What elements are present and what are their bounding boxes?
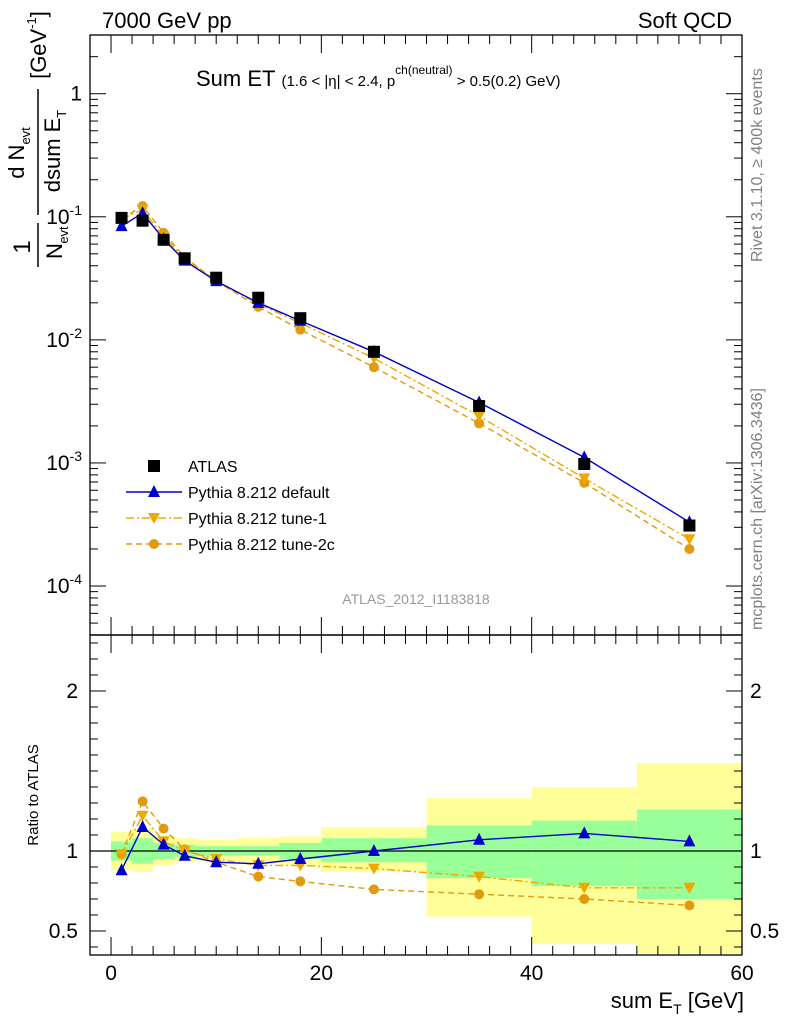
svg-text:d Nevt: d Nevt — [4, 127, 33, 179]
plot-title-main: Sum ET — [196, 66, 275, 91]
main-data-point — [252, 291, 265, 304]
x-tick-label: 20 — [310, 962, 333, 985]
main-y-tick-label: 10-2 — [46, 325, 82, 352]
main-y-tick-label: 10-1 — [46, 202, 82, 229]
main-data-point — [368, 362, 379, 373]
rivet-version-label: Rivet 3.1.10, ≥ 400k events — [749, 68, 766, 262]
main-y-tick-label: 10-3 — [46, 448, 82, 475]
main-panel: 1 10-1 10-2 10-3 10-4 — [46, 34, 743, 636]
legend-label: Pythia 8.212 tune-1 — [188, 511, 327, 528]
ratio-y-tick-label-right: 0.5 — [750, 920, 779, 943]
legend-label: ATLAS — [188, 459, 238, 476]
mcplots-label: mcplots.cern.ch [arXiv:1306.3436] — [749, 388, 766, 630]
x-tick-label: 0 — [105, 962, 117, 985]
legend-label: Pythia 8.212 tune-2c — [188, 537, 335, 554]
legend-marker — [148, 513, 160, 524]
ratio-data-point — [578, 826, 591, 839]
main-data-point — [473, 411, 486, 423]
ratio-data-point — [579, 894, 590, 904]
ratio-data-point — [210, 855, 223, 868]
ratio-data-point — [115, 849, 128, 861]
main-data-point — [683, 519, 696, 532]
ratio-data-point — [368, 884, 379, 895]
header-category-label: Soft QCD — [638, 8, 732, 33]
plot-title: Sum ET (1.6 < |η| < 2.4, pch(neutral) > 0… — [196, 63, 561, 91]
main-y-tick-label: 1 — [70, 83, 82, 106]
ratio-frame — [89, 634, 743, 956]
ratio-data-point — [473, 871, 486, 883]
x-tick-label: 40 — [520, 962, 543, 985]
ratio-y-tick-label: 2 — [66, 680, 78, 703]
main-data-point — [578, 458, 591, 471]
plot-title-cond-a: (1.6 < |η| < 2.4, p — [281, 73, 395, 90]
main-data-point — [115, 211, 128, 224]
main-y-tick-label: 10-4 — [46, 571, 82, 598]
ratio-data-point — [158, 823, 169, 834]
main-data-point — [367, 345, 380, 358]
plot-title-cond-b: > 0.5(0.2) GeV) — [453, 73, 561, 90]
ratio-panel: 0 20 40 60 0.5 0.5 1 1 2 2 — [49, 35, 779, 985]
ratio-y-tick-label: 0.5 — [49, 920, 78, 943]
x-tick-label: 60 — [730, 962, 753, 985]
svg-text:[GeV-1]: [GeV-1] — [24, 11, 51, 79]
svg-text:dsum ET: dsum ET — [40, 110, 69, 193]
ratio-data-point — [157, 837, 170, 850]
legend: ATLAS Pythia 8.212 default Pythia 8.212 tu… — [126, 459, 335, 554]
legend-label: Pythia 8.212 default — [188, 485, 330, 502]
ratio-data-point — [473, 832, 486, 845]
ratio-data-point — [367, 863, 380, 875]
main-data-point — [684, 543, 695, 554]
ratio-data-point — [253, 871, 264, 882]
ratio-data-point — [115, 863, 128, 876]
ratio-series-line — [120, 814, 690, 889]
main-y-axis-label: 1 N evt d Nevt dsum ET [GeV-1] — [4, 11, 71, 267]
main-data-point — [115, 219, 128, 232]
ratio-data-point — [578, 882, 591, 894]
legend-marker — [149, 539, 159, 549]
ratio-y-tick-label-right: 1 — [750, 840, 762, 863]
main-data-point — [473, 400, 486, 413]
x-axis-label: sum ET [GeV] — [611, 988, 744, 1017]
main-data-point — [295, 324, 306, 335]
ratio-data-point — [137, 796, 148, 807]
ratio-data-point — [136, 820, 149, 832]
analysis-id-label: ATLAS_2012_I1183818 — [342, 591, 490, 607]
main-data-point — [474, 418, 485, 429]
ratio-y-tick-label: 1 — [66, 840, 78, 863]
main-data-point — [210, 271, 223, 284]
ratio-data-point — [683, 834, 696, 847]
main-data-point — [136, 214, 149, 227]
ratio-data-point — [178, 848, 191, 861]
ratio-data-point — [294, 852, 307, 864]
svg-text:N: N — [42, 243, 67, 259]
legend-marker — [148, 460, 160, 472]
ratio-y-axis-label: Ratio to ATLAS — [25, 744, 42, 845]
ratio-data-point — [252, 856, 265, 869]
legend-marker — [148, 485, 160, 497]
ratio-data-point — [683, 882, 696, 894]
ratio-data-point — [295, 876, 306, 887]
svg-text:1: 1 — [9, 240, 36, 253]
ratio-data-point — [474, 889, 485, 900]
ratio-data-point — [136, 810, 149, 822]
header-energy-label: 7000 GeV pp — [102, 8, 232, 33]
main-data-point — [683, 534, 696, 546]
ratio-y-tick-label-right: 2 — [750, 680, 762, 703]
ratio-data-point — [367, 844, 380, 856]
main-data-point — [294, 312, 307, 325]
svg-text:evt: evt — [56, 226, 71, 244]
ratio-data-point — [684, 900, 695, 911]
main-data-point — [178, 252, 191, 265]
main-data-point — [157, 233, 170, 246]
plot-title-cond-sup: ch(neutral) — [395, 63, 452, 77]
main-data-point — [578, 473, 591, 485]
